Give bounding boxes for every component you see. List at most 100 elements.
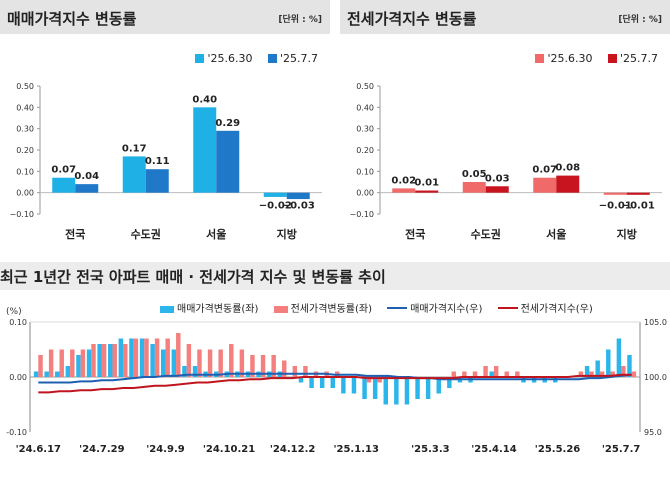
trend-bar-1-3 <box>70 349 75 377</box>
bar-0-0 <box>392 188 416 193</box>
y-tick-label: 0.10 <box>16 167 34 176</box>
trend-bar-1-44 <box>504 371 509 377</box>
trend-bar-1-39 <box>451 371 457 377</box>
trend-bar-1-41 <box>472 371 478 377</box>
trend-bar-1-21 <box>260 355 266 377</box>
legend-swatch-icon <box>535 54 545 63</box>
y-tick-label: 0.30 <box>356 125 374 134</box>
trend-bar-1-51 <box>578 371 584 377</box>
y-tick-label: 0.40 <box>356 103 374 112</box>
trend-bar-1-10 <box>144 338 149 377</box>
bar-0-1 <box>75 184 99 193</box>
y-tick-label: 0.20 <box>16 146 34 155</box>
bar-2-1 <box>216 130 240 193</box>
y-tick-label: −0.10 <box>9 210 34 219</box>
index-line-0 <box>38 372 632 384</box>
trend-bar-1-42 <box>483 366 488 377</box>
legend-item-0: 매매가격변동률(좌) <box>160 304 258 315</box>
data-label: 0.05 <box>462 169 487 180</box>
legend-line-icon <box>497 307 518 309</box>
legend-label-1: 전세가격변동률(좌) <box>290 304 372 315</box>
sale-price-unit: [단위 : %] <box>278 15 322 25</box>
trend-bar-1-19 <box>239 349 245 377</box>
trend-title: 최근 1년간 전국 아파트 매매 · 전세가격 지수 및 변동률 추이 <box>0 268 386 286</box>
trend-bar-1-16 <box>207 349 213 377</box>
trend-bar-1-55 <box>621 366 626 377</box>
trend-bar-0-13 <box>171 349 177 377</box>
trend-bar-0-0 <box>33 371 39 377</box>
legend-label-2: 매매가격지수(우) <box>410 304 483 315</box>
category-label: 수도권 <box>131 228 161 241</box>
trend-bar-1-32 <box>377 377 382 383</box>
sale-price-title: 매매가격지수 변동률 <box>7 10 137 28</box>
trend-bar-1-4 <box>80 349 86 377</box>
trend-bar-0-1 <box>44 371 49 377</box>
data-label: 0.11 <box>145 156 170 167</box>
jeonse-price-legend: '25.6.30 '25.7.7 <box>535 52 658 65</box>
x-tick-label: '24.7.29 <box>79 444 124 455</box>
trend-bar-1-12 <box>165 338 170 377</box>
legend-item-2: 매매가격지수(우) <box>387 304 482 315</box>
trend-bar-0-2 <box>55 371 60 377</box>
trend-bar-1-53 <box>599 371 605 377</box>
sale-price-header: 매매가격지수 변동률 [단위 : %] <box>0 0 330 34</box>
trend-bar-1-23 <box>282 360 287 377</box>
index-line-1 <box>38 373 632 394</box>
y2-tick-label: 100.0 <box>644 373 667 382</box>
legend-label-1: '25.7.7 <box>279 52 318 65</box>
trend-bar-1-25 <box>303 366 308 377</box>
x-tick-label: '24.12.2 <box>270 444 315 455</box>
data-label: −0.03 <box>282 201 315 212</box>
legend-item-0: '25.6.30 <box>535 52 592 65</box>
trend-bar-0-31 <box>362 377 367 399</box>
trend-bar-0-32 <box>372 377 378 399</box>
trend-bar-1-7 <box>112 344 117 377</box>
y-tick-label: 0.40 <box>16 103 34 112</box>
legend-item-1: '25.7.7 <box>607 52 658 65</box>
trend-bar-1-52 <box>589 371 594 377</box>
data-label: 0.08 <box>555 163 580 174</box>
trend-bar-1-18 <box>229 344 234 377</box>
bar-1-1 <box>485 186 509 193</box>
jeonse-price-panel: 전세가격지수 변동률 [단위 : %] '25.6.30 '25.7.7 −0.… <box>340 0 670 250</box>
y-tick-label: 0.00 <box>356 189 374 198</box>
data-label: 0.17 <box>122 143 147 154</box>
y2-tick-label: 95.0 <box>644 428 662 437</box>
sale-price-panel: 매매가격지수 변동률 [단위 : %] '25.6.30 '25.7.7 −0.… <box>0 0 330 250</box>
trend-bar-1-17 <box>218 349 223 377</box>
trend-bar-1-0 <box>38 355 43 377</box>
trend-bar-0-39 <box>447 377 452 388</box>
data-label: 0.29 <box>215 118 240 129</box>
category-label: 전국 <box>65 227 85 241</box>
jeonse-price-header: 전세가격지수 변동률 [단위 : %] <box>340 0 670 34</box>
data-label: 0.04 <box>74 171 99 182</box>
category-label: 서울 <box>206 227 226 241</box>
legend-item-1: 전세가격변동률(좌) <box>273 304 372 315</box>
category-label: 지방 <box>617 227 637 241</box>
trend-bar-0-36 <box>415 377 420 399</box>
trend-bar-0-38 <box>436 377 441 394</box>
bar-3-1 <box>626 192 650 195</box>
legend-swatch-icon <box>267 54 277 63</box>
data-label: 0.03 <box>485 173 510 184</box>
y2-tick-label: 105.0 <box>644 318 667 327</box>
trend-bar-0-30 <box>351 377 357 394</box>
trend-bar-1-15 <box>197 349 202 377</box>
x-tick-label: '25.3.3 <box>411 444 450 455</box>
trend-bar-0-4 <box>76 355 81 377</box>
trend-bar-1-43 <box>493 366 499 377</box>
trend-bar-0-51 <box>574 377 579 378</box>
data-label: 0.07 <box>51 165 76 176</box>
category-label: 전국 <box>405 227 425 241</box>
trend-bar-0-6 <box>97 344 102 377</box>
legend-label-0: 매매가격변동률(좌) <box>177 304 259 315</box>
trend-bar-0-29 <box>341 377 346 394</box>
legend-item-0: '25.6.30 <box>195 52 252 65</box>
trend-bar-1-54 <box>610 371 615 377</box>
category-label: 수도권 <box>471 228 501 241</box>
trend-legend: 매매가격변동률(좌) 전세가격변동률(좌) 매매가격지수(우) 전세가격지수(우… <box>160 300 593 315</box>
legend-item-1: '25.7.7 <box>267 52 318 65</box>
y-tick-label: -0.10 <box>6 428 27 437</box>
trend-bar-0-14 <box>182 366 187 377</box>
